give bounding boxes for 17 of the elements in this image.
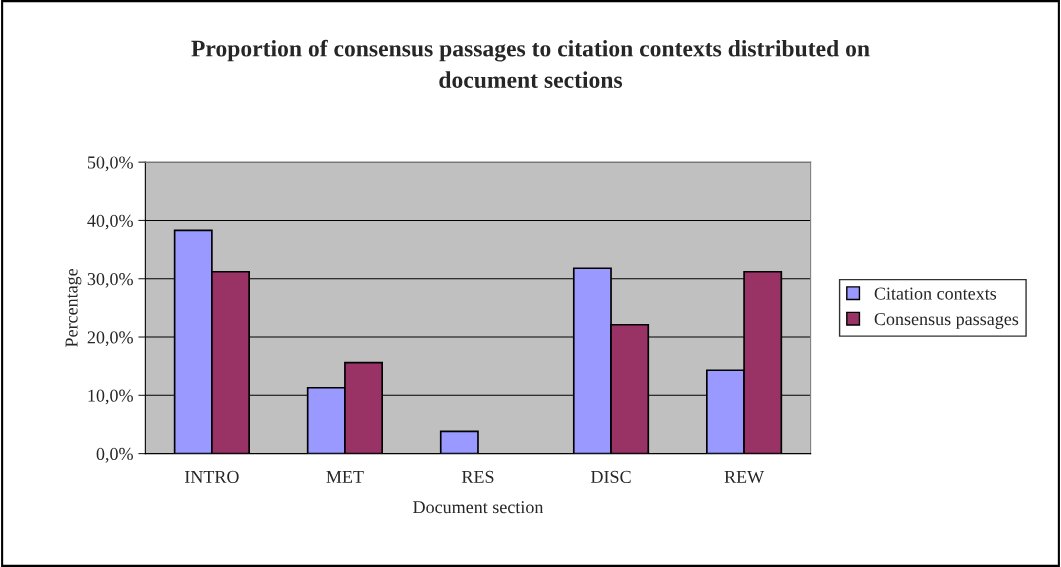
bar — [439, 430, 479, 454]
legend-label: Consensus passages — [874, 313, 1019, 329]
y-tick-label: 40,0% — [87, 214, 133, 230]
legend-label: Citation contexts — [874, 287, 997, 300]
y-tick-label: 50,0% — [87, 156, 133, 172]
y-tick-label: 0,0% — [96, 447, 133, 463]
chart-title: Proportion of consensus passages to citation contexts distributed on document sections — [191, 39, 870, 89]
x-tick-label: DISC — [590, 470, 631, 483]
x-tick-label: INTRO — [184, 470, 239, 483]
y-tick-label: 20,0% — [87, 331, 133, 347]
x-tick-label: MET — [326, 470, 364, 483]
x-tick-label: REW — [724, 470, 765, 484]
x-axis-title: Document section — [413, 501, 544, 514]
y-tick-label: 10,0% — [88, 389, 133, 405]
y-axis-title: Percentage — [65, 268, 82, 347]
y-tick-label: 30,0% — [87, 272, 133, 288]
x-tick-label: RES — [461, 470, 494, 483]
